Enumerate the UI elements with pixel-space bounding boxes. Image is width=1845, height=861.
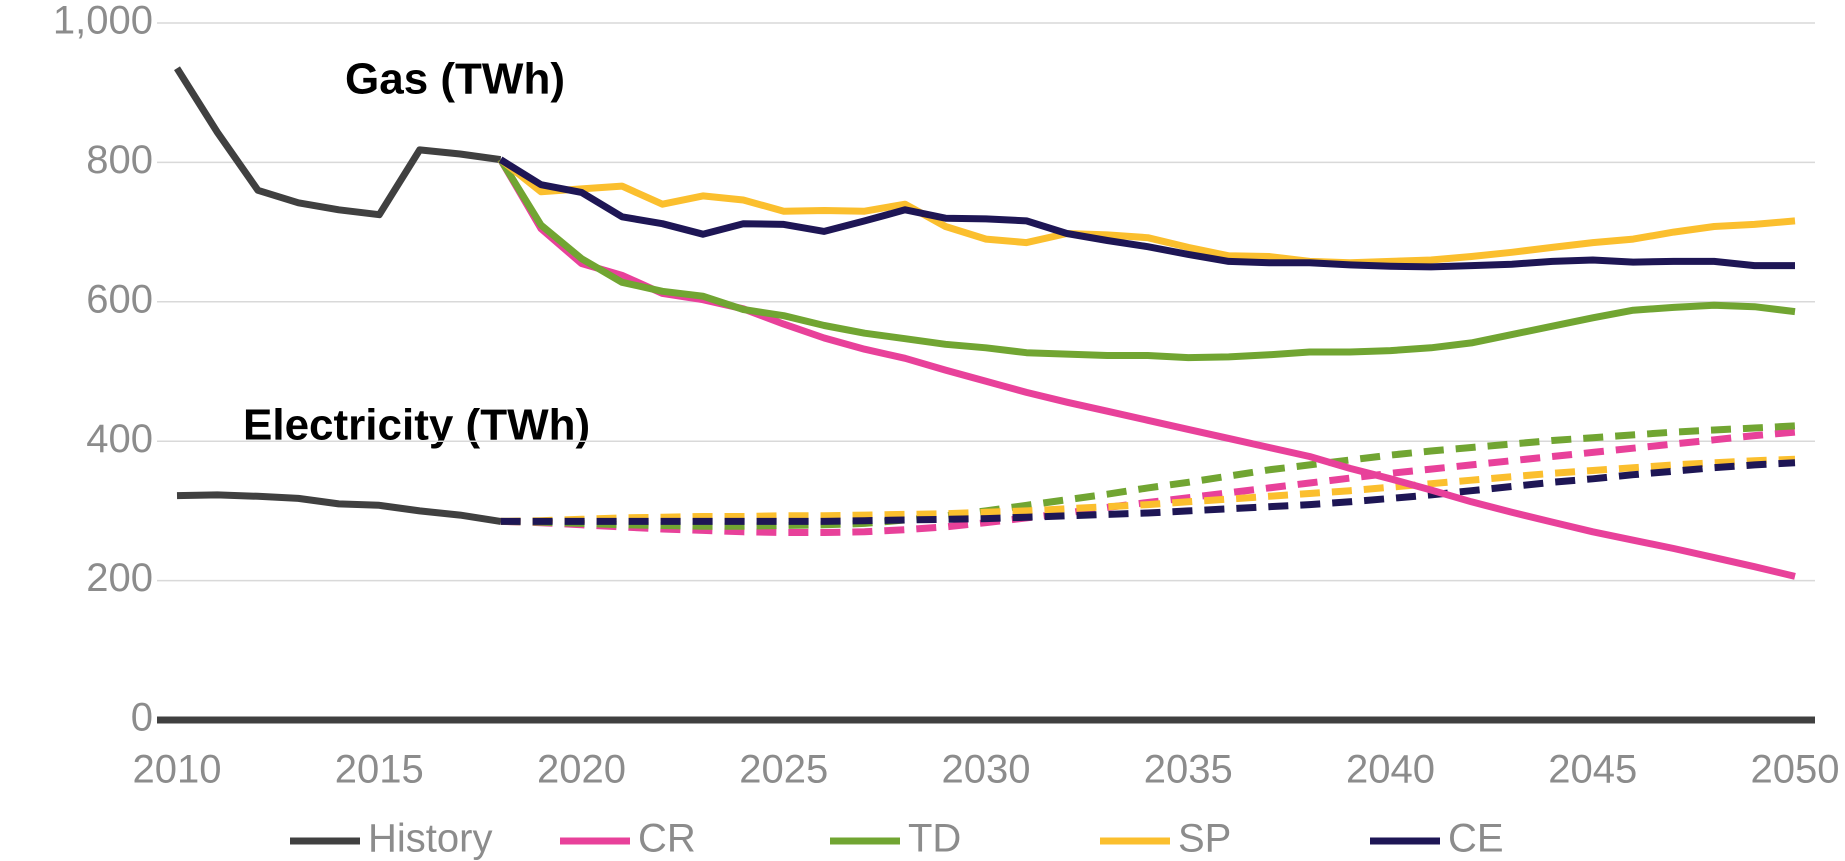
gas-line [174, 66, 502, 219]
y-tick-label: 1,000 [53, 0, 153, 43]
x-tick-label: 2030 [942, 748, 1031, 792]
y-tick-label: 400 [86, 417, 153, 461]
legend-label: CE [1448, 817, 1504, 861]
electricity-line [500, 422, 1796, 530]
x-tick-label: 2050 [1751, 748, 1840, 792]
gas-line [498, 156, 1796, 267]
x-tick-label: 2010 [133, 748, 222, 792]
legend-label: TD [908, 817, 961, 861]
annotation: Electricity (TWh) [243, 401, 590, 450]
legend-label: History [368, 817, 492, 861]
electricity-line [176, 491, 502, 525]
gas-line [498, 156, 1795, 271]
annotation: Gas (TWh) [345, 55, 565, 104]
legend-label: CR [638, 817, 696, 861]
x-tick-label: 2025 [739, 748, 828, 792]
electricity-line [500, 459, 1796, 525]
gas-line [497, 157, 1796, 362]
x-tick-label: 2035 [1144, 748, 1233, 792]
y-tick-label: 600 [86, 277, 153, 321]
y-tick-label: 0 [131, 696, 153, 740]
x-tick-label: 2045 [1548, 748, 1637, 792]
y-tick-label: 200 [86, 556, 153, 600]
x-tick-label: 2015 [335, 748, 424, 792]
legend-label: SP [1178, 817, 1231, 861]
electricity-line [500, 455, 1796, 525]
x-tick-label: 2020 [537, 748, 626, 792]
y-tick-label: 800 [86, 138, 153, 182]
x-tick-label: 2040 [1346, 748, 1435, 792]
